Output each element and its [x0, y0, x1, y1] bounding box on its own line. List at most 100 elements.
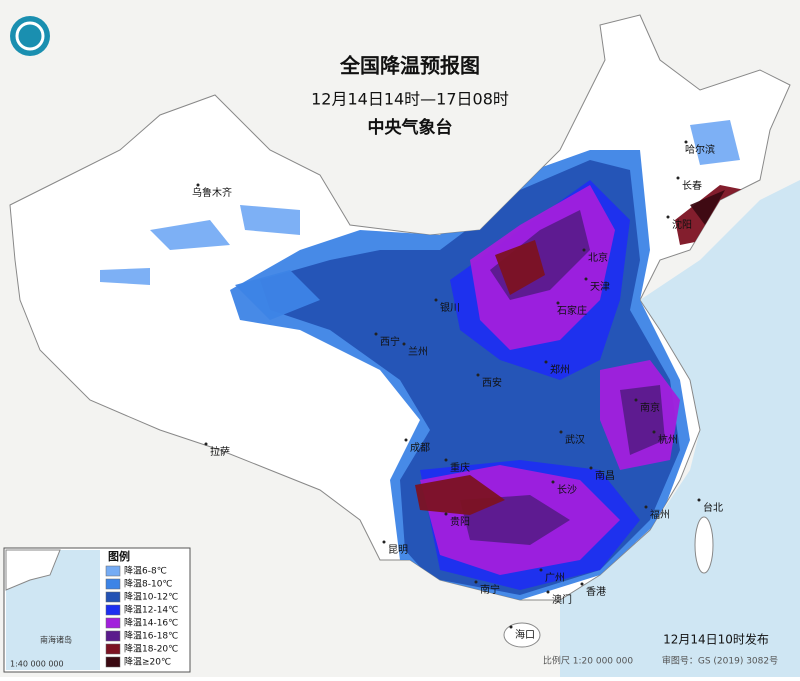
- city-dot: [476, 373, 480, 377]
- cooling-area: [240, 205, 300, 235]
- city-label: 兰州: [408, 345, 428, 358]
- taiwan: [694, 516, 714, 574]
- cooling-area: [620, 385, 665, 455]
- legend-label: 降温12-14℃: [124, 604, 178, 616]
- cooling-area: [495, 240, 545, 295]
- city-label: 长春: [682, 180, 702, 192]
- city-label: 拉萨: [210, 445, 230, 458]
- city-dot: [546, 590, 550, 594]
- city-dot: [559, 430, 563, 434]
- city-label: 沈阳: [672, 218, 692, 231]
- title: 全国降温预报图: [339, 54, 480, 78]
- legend-title: 图例: [108, 549, 130, 563]
- legend-label: 降温14-16℃: [124, 617, 178, 629]
- city-label: 郑州: [550, 363, 570, 376]
- city-dot: [444, 512, 448, 516]
- city-dot: [551, 480, 555, 484]
- legend-swatch: [105, 578, 121, 590]
- city-label: 南昌: [595, 469, 615, 482]
- inset-scale: 1:40 000 000: [10, 660, 64, 669]
- city-label: 石家庄: [557, 304, 587, 317]
- legend-label: 降温6-8℃: [124, 565, 167, 577]
- city-label: 北京: [588, 251, 608, 264]
- city-dot: [582, 248, 586, 252]
- cooling-area: [235, 270, 320, 320]
- city-dot: [634, 398, 638, 402]
- legend-label: 降温≥20℃: [124, 656, 171, 668]
- scale: 比例尺 1:20 000 000: [543, 655, 633, 667]
- city-dot: [382, 540, 386, 544]
- hainan: [503, 622, 541, 648]
- city-dot: [404, 438, 408, 442]
- legend-swatch: [105, 630, 121, 642]
- legend-label: 降温10-12℃: [124, 591, 178, 603]
- city-label: 西宁: [380, 335, 400, 348]
- city-label: 武汉: [565, 433, 585, 446]
- city-label: 海口: [515, 628, 535, 641]
- city-dot: [666, 215, 670, 219]
- city-dot: [580, 582, 584, 586]
- city-label: 昆明: [388, 544, 408, 556]
- city-dot: [204, 442, 208, 446]
- city-dot: [539, 568, 543, 572]
- period: 12月14日14时—17日08时: [311, 90, 509, 109]
- city-dot: [584, 277, 588, 281]
- cooling-area: [100, 268, 150, 285]
- legend-label: 降温16-18℃: [124, 630, 178, 642]
- city-dot: [402, 342, 406, 346]
- city-label: 乌鲁木齐: [192, 186, 232, 199]
- legend: 降温6-8℃降温8-10℃降温10-12℃降温12-14℃降温14-16℃降温1…: [105, 565, 178, 668]
- city-dot: [684, 140, 688, 144]
- legend-swatch: [105, 591, 121, 603]
- city-label: 重庆: [450, 461, 470, 474]
- city-label: 贵阳: [450, 515, 470, 528]
- issuer: 中央气象台: [368, 117, 453, 138]
- city-label: 澳门: [552, 593, 572, 606]
- city-label: 南京: [640, 401, 660, 414]
- city-dot: [374, 332, 378, 336]
- city-dot: [697, 498, 701, 502]
- cooling-area: [150, 220, 230, 250]
- legend-swatch: [105, 656, 121, 668]
- city-dot: [444, 458, 448, 462]
- cooling-areas: [100, 120, 745, 600]
- city-label: 广州: [545, 572, 565, 584]
- city-label: 杭州: [658, 433, 678, 446]
- city-dot: [196, 183, 200, 187]
- cooling-area: [690, 190, 725, 225]
- city-label: 台北: [703, 501, 723, 514]
- legend-swatch: [105, 565, 121, 577]
- logo-mark: [15, 21, 45, 51]
- legend-swatch: [105, 643, 121, 655]
- sea: [560, 180, 800, 677]
- city-label: 西安: [482, 376, 502, 389]
- city-label: 南宁: [480, 583, 500, 596]
- inset-land: [5, 549, 61, 591]
- published: 12月14日10时发布: [663, 632, 769, 647]
- city-dot: [434, 298, 438, 302]
- legend-swatch: [105, 617, 121, 629]
- inset-name: 南海诸岛: [40, 635, 72, 645]
- city-label: 成都: [410, 442, 430, 454]
- cooling-area: [690, 120, 740, 165]
- cooling-area: [415, 475, 505, 515]
- city-label: 天津: [590, 281, 610, 293]
- legend-label: 降温8-10℃: [124, 578, 173, 590]
- city-dot: [644, 505, 648, 509]
- city-dot: [652, 430, 656, 434]
- city-dot: [676, 176, 680, 180]
- city-dot: [474, 580, 478, 584]
- city-dot: [509, 625, 513, 629]
- city-dot: [556, 301, 560, 305]
- city-dot: [544, 360, 548, 364]
- city-label: 长沙: [557, 484, 577, 496]
- city-label: 香港: [586, 586, 606, 598]
- legend-label: 降温18-20℃: [124, 643, 178, 655]
- review-number: 审图号：GS (2019) 3082号: [662, 655, 778, 667]
- city-label: 福州: [650, 508, 670, 521]
- city-label: 哈尔滨: [685, 143, 715, 156]
- city-dot: [589, 466, 593, 470]
- legend-swatch: [105, 604, 121, 616]
